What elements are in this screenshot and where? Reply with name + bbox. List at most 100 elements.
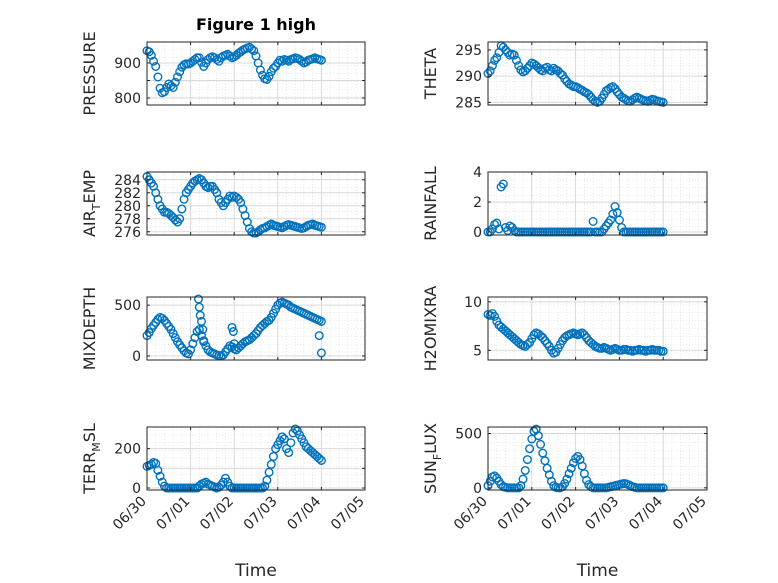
data-point xyxy=(157,313,167,323)
data-point xyxy=(268,452,278,462)
data-point xyxy=(573,83,583,93)
subplot-bottom-left: 0 200 06/30 07/01 07/02 07/03 07/04 07/05 Time TE… xyxy=(80,423,368,581)
axes-frame xyxy=(487,296,708,361)
data-point xyxy=(485,66,495,76)
y-tick-label: 10 xyxy=(464,295,482,311)
y-tick-label: 200 xyxy=(114,442,141,458)
x-tick-label: 07/02 xyxy=(197,494,237,534)
x-tick-label: 07/01 xyxy=(154,494,194,534)
data-point xyxy=(258,483,268,493)
data-point xyxy=(588,95,598,105)
y-axis-label-main: THETA xyxy=(421,48,440,100)
y-axis-label: MIXDEPTH xyxy=(80,287,99,370)
data-point xyxy=(264,467,274,477)
y-tick-label: 800 xyxy=(114,91,141,107)
axes-frame xyxy=(146,296,366,361)
data-point xyxy=(159,87,169,97)
axes-frame xyxy=(146,171,366,236)
data-point xyxy=(522,63,532,73)
y-axis-label: AIRTEMP xyxy=(80,170,103,237)
y-tick-label: 4 xyxy=(473,165,482,181)
x-tick-label: 07/05 xyxy=(670,494,710,534)
data-point xyxy=(146,50,156,60)
data-point xyxy=(571,454,581,464)
data-point xyxy=(522,339,532,349)
data-point xyxy=(511,55,521,65)
data-point xyxy=(547,66,557,76)
data-point xyxy=(186,345,196,355)
x-tick-label: 06/30 xyxy=(451,494,491,534)
y-tick-label: 278 xyxy=(114,212,141,228)
data-point xyxy=(170,77,180,87)
data-point xyxy=(628,95,638,105)
data-point xyxy=(612,87,622,97)
y-tick-label: 500 xyxy=(455,427,482,443)
data-point xyxy=(196,316,206,326)
data-point xyxy=(316,455,326,465)
data-point xyxy=(536,331,546,341)
data-point xyxy=(153,465,163,475)
y-tick-label: 285 xyxy=(455,95,482,111)
data-point xyxy=(549,63,559,73)
y-tick-label: 276 xyxy=(114,225,141,241)
data-point xyxy=(492,53,502,63)
y-axis-label: TERRMSL xyxy=(80,423,103,495)
data-point xyxy=(520,465,530,475)
data-point xyxy=(314,454,324,464)
x-tick-label: 06/30 xyxy=(110,494,150,534)
y-tick-label: 0 xyxy=(132,481,141,497)
data-point xyxy=(316,222,326,232)
data-point xyxy=(170,215,180,225)
x-tick-label: 07/04 xyxy=(284,493,324,533)
data-point xyxy=(501,45,511,55)
x-tick-label: 07/03 xyxy=(241,494,281,534)
data-point xyxy=(277,56,287,66)
data-point xyxy=(658,346,668,356)
data-point xyxy=(316,348,326,358)
data-point xyxy=(249,46,259,56)
data-point xyxy=(522,455,532,465)
data-point xyxy=(196,331,206,341)
data-point xyxy=(173,72,183,82)
y-axis-label-tail: SL xyxy=(80,423,99,442)
y-axis-label-main: MIXDEPTH xyxy=(80,287,99,370)
data-point xyxy=(518,474,528,484)
y-axis-label-tail: LUX xyxy=(421,423,440,454)
data-point xyxy=(199,337,209,347)
data-point xyxy=(175,67,185,77)
y-axis-label: RAINFALL xyxy=(421,166,440,241)
data-point xyxy=(577,85,587,95)
data-point xyxy=(533,431,543,441)
data-point xyxy=(290,424,300,434)
data-point xyxy=(525,61,535,71)
data-point xyxy=(153,72,163,82)
data-point xyxy=(225,51,235,61)
data-point xyxy=(198,325,208,335)
y-axis-label-main: PRESSURE xyxy=(80,31,99,115)
data-point xyxy=(584,89,594,99)
data-point xyxy=(586,227,596,237)
data-point xyxy=(498,42,508,52)
data-point xyxy=(566,463,576,473)
data-point xyxy=(509,50,519,60)
y-tick-label: 0 xyxy=(132,349,141,365)
data-point xyxy=(146,459,156,469)
y-axis-label-tail: EMP xyxy=(80,170,99,204)
y-tick-label: 500 xyxy=(114,298,141,314)
data-point xyxy=(560,478,570,488)
data-point xyxy=(286,438,296,448)
data-point xyxy=(195,310,205,320)
data-point xyxy=(582,475,592,485)
data-point xyxy=(153,314,163,324)
y-axis-label: SUNFLUX xyxy=(421,423,444,494)
subplot-top-right: 285 290 295 THETA xyxy=(421,41,708,111)
data-point xyxy=(277,432,287,442)
data-point xyxy=(577,328,587,338)
x-tick-label: 07/01 xyxy=(495,494,535,534)
data-point xyxy=(564,469,574,479)
data-point xyxy=(588,216,598,226)
data-point xyxy=(610,201,620,211)
data-point xyxy=(151,62,161,72)
data-point xyxy=(536,439,546,449)
